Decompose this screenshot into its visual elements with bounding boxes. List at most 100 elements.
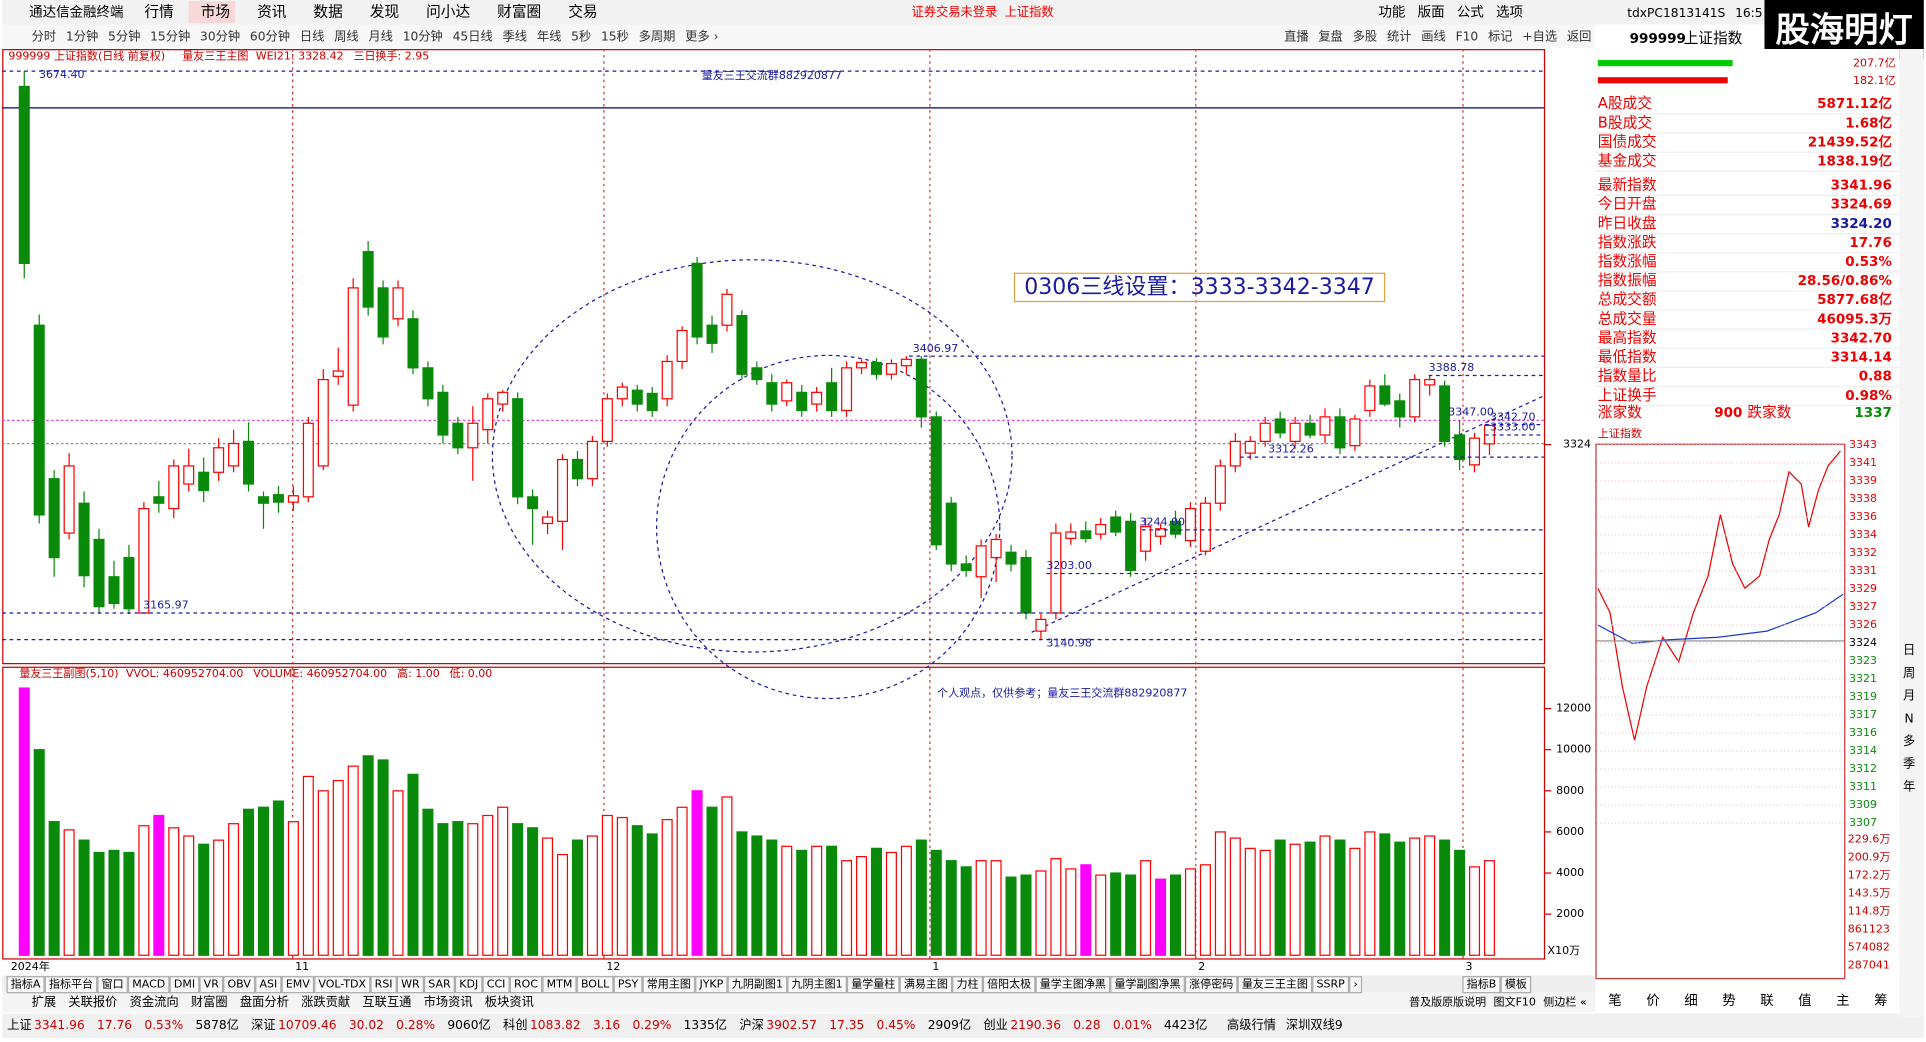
tab[interactable]: [982, 976, 1036, 994]
indicator-tab[interactable]: 九阴主图1: [792, 978, 843, 991]
tab[interactable]: [727, 976, 788, 994]
indicator-tab[interactable]: 九阴副图1: [732, 978, 783, 991]
menu-item[interactable]: 行情: [144, 3, 174, 20]
indicator-tab[interactable]: 窗口: [102, 977, 124, 991]
indicator-tab[interactable]: VOL-TDX: [318, 978, 366, 991]
indicator-tab[interactable]: 指标A: [11, 977, 41, 991]
period[interactable]: 15秒: [601, 29, 629, 43]
tool[interactable]: 画线: [1421, 29, 1446, 43]
period[interactable]: 分时: [32, 29, 56, 43]
tab[interactable]: [899, 976, 953, 994]
tab[interactable]: [223, 976, 256, 994]
indicator-tab[interactable]: JYKP: [698, 978, 723, 991]
tool[interactable]: F10: [1456, 29, 1479, 43]
quote-tab[interactable]: 势: [1722, 993, 1735, 1009]
tab[interactable]: [314, 976, 371, 994]
sidebar-button[interactable]: 多: [1903, 734, 1915, 748]
period[interactable]: 30分钟: [200, 28, 240, 43]
menu-item[interactable]: 公式: [1457, 4, 1484, 20]
period[interactable]: 周线: [334, 29, 359, 43]
tab[interactable]: [281, 976, 315, 994]
tab[interactable]: [169, 976, 200, 994]
indicator-tab[interactable]: DMI: [174, 978, 195, 991]
menu-item[interactable]: 数据: [313, 3, 343, 20]
tool[interactable]: 返回: [1567, 29, 1592, 43]
period[interactable]: 60分钟: [250, 28, 290, 43]
tab[interactable]: [6, 976, 45, 994]
indicator-tab[interactable]: ASI: [259, 978, 277, 991]
period[interactable]: 1分钟: [66, 28, 98, 43]
indicator-tab[interactable]: MTM: [547, 978, 573, 991]
quote-tab[interactable]: 值: [1798, 993, 1811, 1009]
tab[interactable]: [1462, 976, 1501, 994]
sidebar-button[interactable]: 日: [1903, 643, 1915, 657]
indicator-tab[interactable]: 量友三王主图: [1242, 977, 1308, 991]
indicator-tab[interactable]: VR: [204, 978, 220, 991]
menu-item[interactable]: 问小达: [426, 3, 470, 20]
link-tab[interactable]: 扩展: [32, 995, 56, 1009]
tab[interactable]: [482, 976, 510, 994]
link-tab[interactable]: 关联报价: [68, 994, 117, 1009]
tool[interactable]: 多股: [1353, 29, 1378, 43]
period[interactable]: 多周期: [639, 29, 676, 43]
period[interactable]: 年线: [537, 29, 562, 43]
period[interactable]: 更多 ›: [685, 29, 718, 43]
tab[interactable]: [1312, 976, 1350, 994]
indicator-tab[interactable]: KDJ: [459, 978, 478, 991]
quote-tab[interactable]: 细: [1684, 993, 1697, 1009]
tab[interactable]: [199, 976, 224, 994]
menu-item[interactable]: 市场: [201, 3, 230, 20]
link-tab[interactable]: 盘面分析: [240, 994, 289, 1009]
tab[interactable]: [542, 976, 577, 994]
menu-item[interactable]: 选项: [1496, 4, 1523, 20]
indicator-tab[interactable]: CCI: [487, 978, 506, 991]
menu-item[interactable]: 资讯: [257, 3, 287, 20]
sidebar-button[interactable]: 年: [1903, 779, 1915, 793]
tab[interactable]: [695, 976, 728, 994]
quote-tab[interactable]: 联: [1760, 993, 1773, 1009]
tab[interactable]: [1035, 976, 1111, 994]
indicator-tab[interactable]: 量学副图净黑: [1114, 977, 1180, 991]
quote-tab[interactable]: 价: [1646, 993, 1660, 1009]
tab[interactable]: [1500, 976, 1532, 994]
tab[interactable]: [576, 976, 614, 994]
menu-item[interactable]: 版面: [1418, 4, 1445, 20]
sidebar-button[interactable]: 月: [1903, 689, 1915, 703]
link-tab[interactable]: 普及版原版说明: [1409, 994, 1486, 1008]
menu-item[interactable]: 发现: [370, 3, 400, 20]
link-tab[interactable]: 板块资讯: [485, 995, 534, 1009]
indicator-tab[interactable]: 量学量柱: [851, 977, 895, 991]
period[interactable]: 15分钟: [150, 28, 190, 43]
menu-item[interactable]: 财富圈: [497, 2, 541, 20]
quote-tab[interactable]: 筹: [1874, 992, 1887, 1009]
link-tab[interactable]: 资金流向: [130, 994, 179, 1009]
indicator-tab[interactable]: ›: [1353, 978, 1357, 991]
indicator-tab[interactable]: RSI: [375, 978, 393, 991]
period[interactable]: 10分钟: [403, 28, 443, 43]
tab[interactable]: [396, 976, 424, 994]
indicator-tab[interactable]: 常用主图: [647, 978, 691, 991]
indicator-tab[interactable]: 量学主图净黑: [1040, 977, 1106, 991]
tab[interactable]: [127, 976, 170, 994]
indicator-tab[interactable]: BOLL: [581, 978, 610, 991]
tab[interactable]: [97, 976, 128, 994]
indicator-tab[interactable]: 指标B: [1467, 977, 1497, 991]
menu-item[interactable]: 交易: [568, 2, 597, 20]
indicator-tab[interactable]: 满易主图: [904, 978, 948, 991]
indicator-tab[interactable]: SSRP: [1317, 978, 1346, 991]
indicator-tab[interactable]: WR: [401, 978, 420, 991]
tab[interactable]: [44, 976, 98, 994]
period[interactable]: 45日线: [453, 29, 493, 43]
tab[interactable]: [509, 976, 543, 994]
tab[interactable]: [642, 976, 696, 994]
sidebar-button[interactable]: N: [1905, 711, 1914, 725]
tool[interactable]: 标记: [1488, 29, 1513, 43]
indicator-tab[interactable]: 倍阳太极: [987, 977, 1031, 991]
indicator-tab[interactable]: 力柱: [957, 977, 979, 991]
tab[interactable]: [1349, 976, 1363, 994]
tool[interactable]: +自选: [1522, 29, 1557, 43]
tab[interactable]: [454, 976, 483, 994]
tool[interactable]: 复盘: [1318, 28, 1343, 43]
tab[interactable]: [1237, 976, 1313, 994]
tab[interactable]: [1184, 976, 1238, 994]
